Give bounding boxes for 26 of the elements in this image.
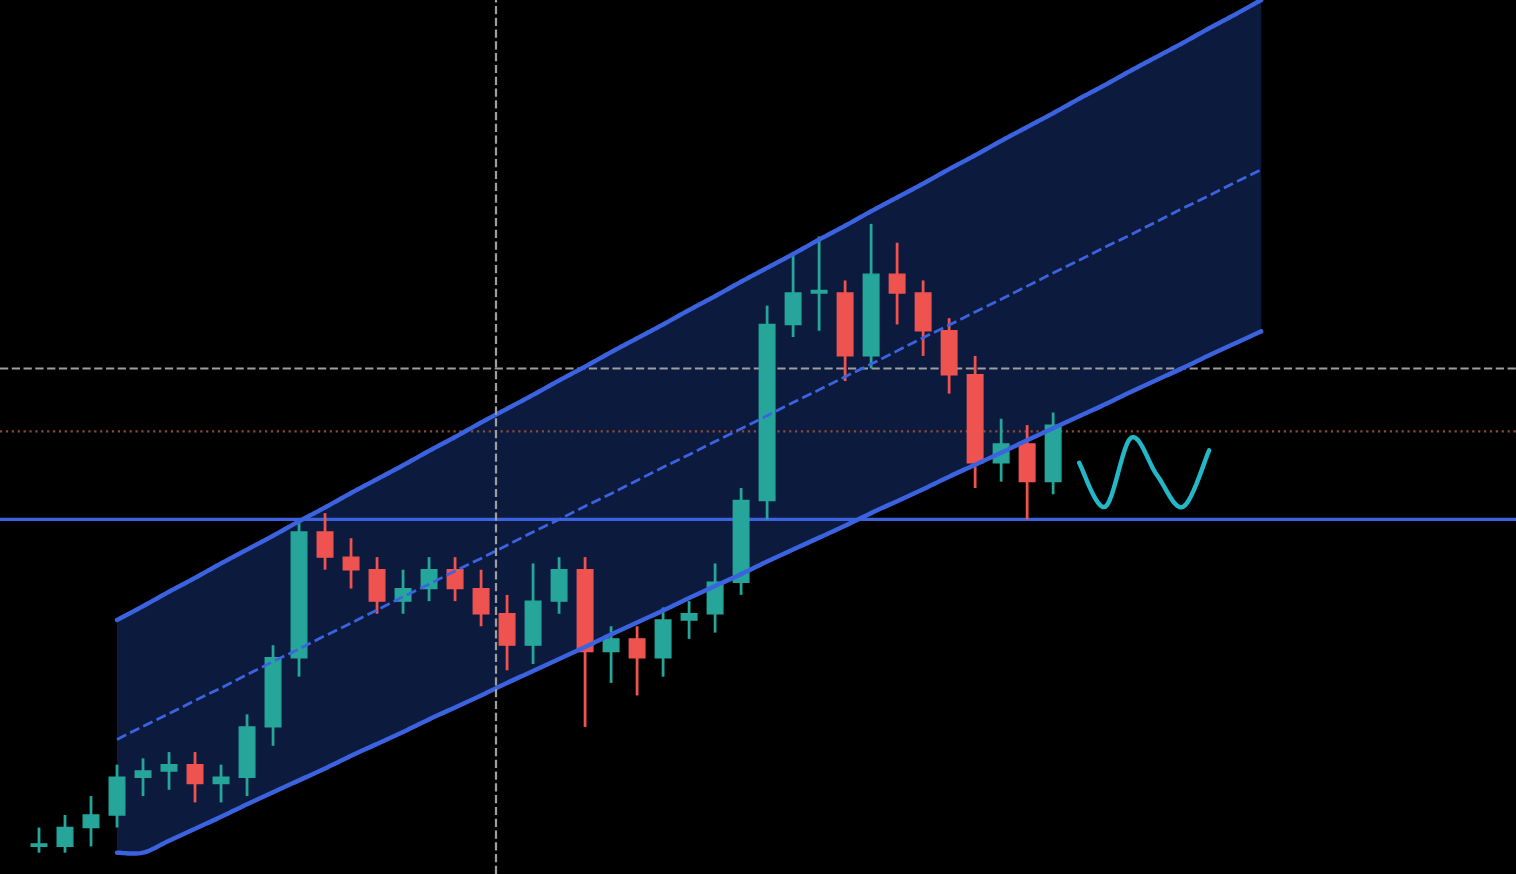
candlestick [108,763,126,829]
candlestick [940,316,958,396]
candlestick [1018,423,1036,521]
candlestick [680,599,698,641]
candlestick [316,511,334,572]
candlestick [212,763,230,804]
candlestick [186,750,204,804]
candlestick [602,624,620,685]
candlestick [30,826,48,855]
candlestick [914,279,932,358]
candlestick [134,756,152,798]
candlestick [888,241,906,326]
candlestick [810,235,828,333]
candlestick [446,555,464,603]
candlestick [82,794,100,848]
candlestick [784,253,802,339]
candlestick [472,568,490,628]
candlestick [524,562,542,666]
candlestick [550,555,568,616]
candlestick [654,606,672,678]
candlestick [628,624,646,697]
candlestick [342,536,360,590]
candlestick [498,593,516,672]
candlestick [160,750,178,792]
candlestick [368,555,386,616]
candlestick [56,813,74,855]
